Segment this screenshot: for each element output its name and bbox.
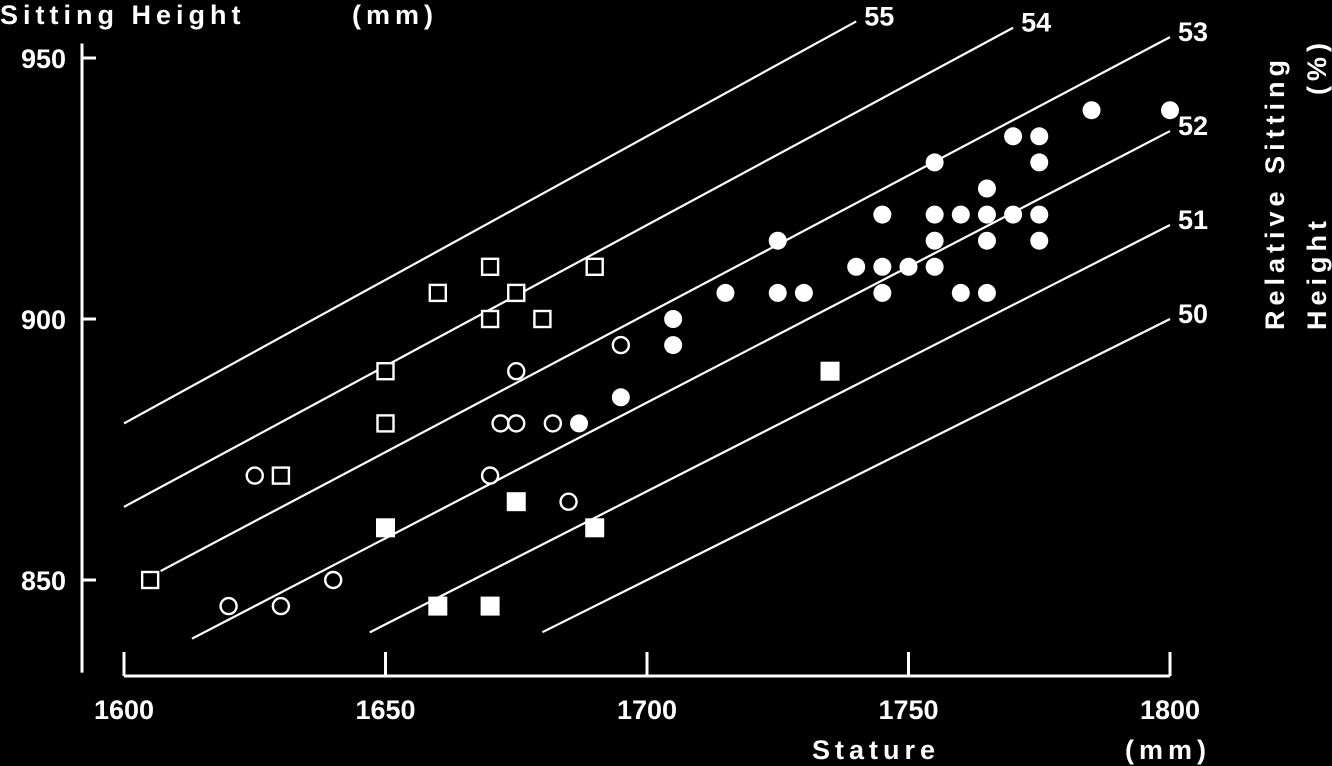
point-open-circle	[507, 414, 526, 433]
point-open-square	[507, 283, 526, 303]
guide-label-55: 55	[864, 1, 894, 31]
point-filled-square	[480, 596, 500, 616]
point-filled-circle	[1030, 153, 1049, 172]
guide-label-52: 52	[1178, 111, 1208, 141]
point-open-square	[533, 309, 552, 329]
point-filled-circle	[873, 283, 892, 302]
guide-label-53: 53	[1178, 17, 1208, 47]
guide-label-50: 50	[1178, 299, 1208, 329]
guide-line-55	[123, 20, 857, 425]
axes: 850 900 950 1600 1650 1700 1750 1800	[21, 43, 1200, 725]
x-tick-label: 1650	[355, 695, 415, 725]
point-open-square	[140, 570, 160, 590]
x-axis-unit: (mm)	[1125, 735, 1211, 765]
point-filled-square	[376, 518, 395, 538]
point-open-square	[376, 362, 395, 381]
point-filled-square	[585, 518, 605, 538]
point-open-square	[480, 257, 500, 276]
guide-label-54: 54	[1021, 8, 1051, 38]
point-filled-circle	[925, 257, 944, 276]
y-tick-label: 850	[21, 566, 66, 596]
point-filled-circle	[925, 205, 944, 224]
guide-line-54	[123, 26, 1014, 508]
point-filled-circle	[977, 231, 996, 250]
x-tick-label: 1600	[94, 695, 154, 725]
point-open-square	[428, 283, 447, 303]
point-filled-circle	[951, 205, 970, 224]
point-filled-circle	[1030, 127, 1049, 146]
point-open-circle	[271, 596, 291, 616]
right-axis-title-line1: Relative Sitting	[1260, 55, 1290, 330]
point-filled-circle	[925, 231, 944, 250]
point-filled-circle	[664, 336, 683, 355]
point-filled-circle	[977, 283, 996, 302]
y-tick-label: 950	[21, 44, 66, 74]
point-filled-circle	[873, 257, 892, 276]
y-tick-label: 900	[21, 305, 66, 335]
point-filled-circle	[716, 283, 735, 302]
x-tick-label: 1800	[1140, 695, 1200, 725]
guide-line-53	[160, 36, 1171, 573]
point-open-circle	[480, 466, 500, 485]
point-filled-circle	[611, 388, 630, 407]
y-axis-title: Sitting Height	[0, 0, 245, 30]
point-filled-circle	[768, 231, 787, 250]
point-open-circle	[219, 596, 238, 616]
point-filled-circle	[977, 179, 996, 198]
point-filled-circle	[570, 414, 589, 433]
point-open-circle	[491, 414, 510, 433]
point-open-circle	[543, 414, 563, 433]
point-filled-circle	[664, 310, 683, 328]
point-open-circle	[559, 492, 578, 511]
point-open-circle	[611, 335, 631, 355]
guide-lines: 55 54 53 52 51 50	[123, 1, 1208, 640]
point-open-square	[271, 466, 291, 485]
point-filled-circle	[847, 257, 866, 276]
point-filled-circle	[1030, 205, 1049, 224]
point-filled-square	[820, 361, 840, 381]
x-tick-label: 1750	[878, 695, 938, 725]
point-filled-circle	[925, 153, 944, 172]
point-filled-circle	[768, 283, 787, 302]
point-filled-circle	[951, 283, 970, 302]
point-filled-circle	[1004, 205, 1023, 224]
point-filled-circle	[1004, 127, 1023, 146]
point-filled-circle	[794, 283, 813, 302]
point-filled-circle	[1082, 101, 1101, 120]
point-open-square	[376, 414, 395, 433]
point-filled-square	[506, 492, 526, 512]
point-open-circle	[507, 362, 526, 381]
point-open-square	[480, 309, 500, 329]
guide-label-51: 51	[1178, 205, 1208, 235]
point-filled-square	[428, 596, 448, 616]
point-open-square	[585, 257, 604, 276]
point-filled-circle	[977, 205, 996, 224]
right-axis-unit: (%)	[1302, 38, 1332, 95]
point-open-circle	[324, 570, 343, 590]
point-open-circle	[245, 466, 264, 485]
x-axis-title: Stature	[812, 735, 940, 765]
point-filled-circle	[873, 205, 892, 224]
guide-line-50	[541, 318, 1171, 634]
point-filled-circle	[899, 257, 918, 276]
guide-line-51	[369, 224, 1171, 634]
data-points	[140, 101, 1179, 616]
point-filled-circle	[1030, 231, 1049, 250]
point-filled-circle	[1161, 101, 1179, 120]
y-axis-unit: (mm)	[352, 0, 438, 30]
right-axis-title-line2: Height	[1302, 216, 1332, 330]
x-tick-label: 1700	[617, 695, 677, 725]
